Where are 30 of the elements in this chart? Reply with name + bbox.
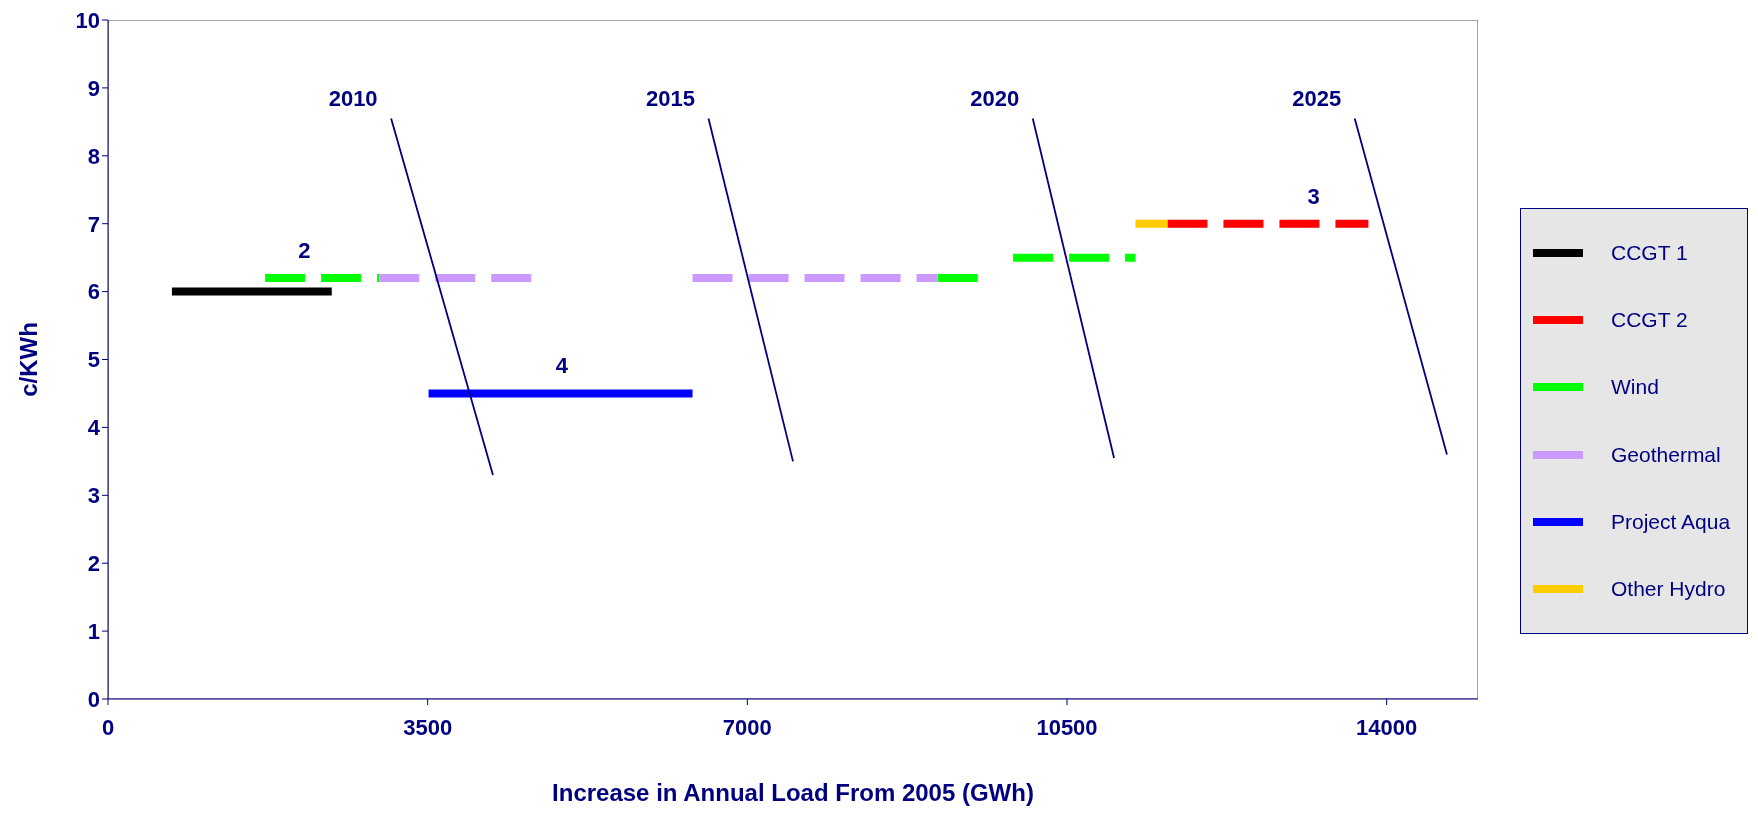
x-axis-title: Increase in Annual Load From 2005 (GWh) [552,779,1034,806]
y-tick-label: 5 [87,347,100,373]
annotation: 2015 [646,86,695,112]
x-tick-label: 7000 [722,714,772,740]
y-tick-label: 2 [87,551,100,577]
y-tick-label: 4 [87,415,101,441]
legend-label: CCGT 1 [1611,240,1688,265]
annotation: 2010 [328,86,378,112]
y-tick-label: 0 [87,686,100,712]
annotation: 4 [555,353,569,379]
legend-label: CCGT 2 [1611,307,1688,332]
x-tick-label: 10500 [1036,714,1098,740]
x-tick-label: 3500 [403,714,453,740]
legend-label: Geothermal [1611,442,1721,467]
legend-label: Project Aqua [1611,509,1731,534]
y-tick-label: 8 [87,143,100,169]
y-tick-label: 7 [87,211,100,237]
annotation: 3 [1307,183,1320,209]
y-tick-label: 1 [87,618,100,644]
y-tick-label: 3 [87,483,100,509]
y-tick-label: 10 [75,7,100,33]
annotation: 2 [298,238,311,264]
annotation: 2020 [970,86,1020,112]
legend-label: Wind [1611,375,1659,400]
x-tick-label: 14000 [1356,714,1418,740]
legend-label: Other Hydro [1611,577,1726,602]
y-tick-label: 6 [87,279,100,305]
annotation: 2025 [1292,86,1342,112]
y-tick-label: 9 [87,75,100,101]
y-axis-title: c/KWh [14,322,42,397]
